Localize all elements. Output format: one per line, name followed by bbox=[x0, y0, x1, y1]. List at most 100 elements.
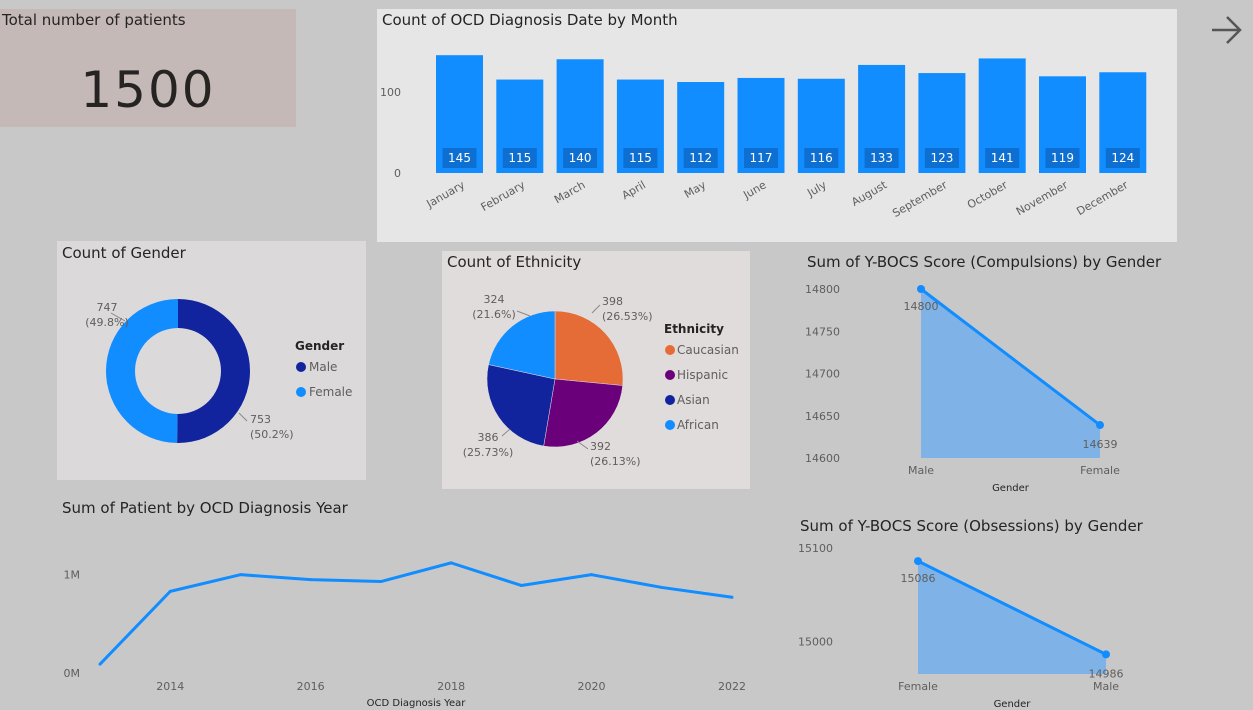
slice-pct-label: (26.13%) bbox=[590, 455, 641, 468]
monthly-bar-chart: 0 100 145 January 115 February 140 March 115 Apri… bbox=[380, 55, 1147, 220]
data-point bbox=[730, 595, 734, 599]
y-tick-label: 0M bbox=[64, 667, 81, 680]
compulsions-area-chart: 14800 14750 14700 14650 14600 14800 Male 14639 F… bbox=[805, 283, 1120, 494]
x-tick-label: October bbox=[965, 178, 1010, 212]
bar-data-label: 115 bbox=[508, 151, 531, 165]
x-tick-label: September bbox=[890, 178, 950, 220]
bar-data-label: 124 bbox=[1111, 151, 1134, 165]
x-tick-label: 2022 bbox=[718, 680, 746, 693]
slice-count-label: 386 bbox=[478, 431, 499, 444]
area-line bbox=[917, 559, 1107, 656]
y-tick-label: 1M bbox=[64, 569, 81, 582]
pie-slice-asian bbox=[486, 364, 556, 447]
legend-label: Female bbox=[309, 385, 352, 399]
x-tick-label: March bbox=[552, 178, 588, 206]
obsessions-chart-title: Sum of Y-BOCS Score (Obsessions) by Gend… bbox=[800, 517, 1143, 535]
bar-data-label: 140 bbox=[569, 151, 592, 165]
data-label-bg bbox=[744, 148, 778, 168]
legend-title: Ethnicity bbox=[664, 322, 724, 336]
leader-line bbox=[516, 310, 531, 317]
y-tick-label: 14800 bbox=[805, 283, 840, 296]
data-label: 14800 bbox=[904, 300, 939, 313]
data-point-male bbox=[917, 285, 925, 293]
leader-line bbox=[591, 304, 601, 314]
data-point bbox=[449, 561, 453, 565]
slice-pct-label: (25.73%) bbox=[463, 446, 514, 459]
y-tick-label: 15100 bbox=[798, 542, 833, 555]
x-tick-label: Male bbox=[1093, 680, 1119, 693]
legend-marker-african bbox=[665, 420, 675, 430]
legend-label: Hispanic bbox=[677, 368, 728, 382]
data-point bbox=[309, 578, 313, 582]
data-label-bg bbox=[924, 148, 959, 168]
x-tick-label: January bbox=[424, 178, 468, 211]
data-label-bg bbox=[864, 148, 899, 168]
x-tick-label: May bbox=[682, 178, 709, 201]
slice-count-label: 392 bbox=[590, 440, 611, 453]
slice-pct-label: (26.53%) bbox=[602, 310, 653, 323]
data-label-bg bbox=[442, 148, 477, 168]
data-label-bg bbox=[1105, 148, 1140, 168]
compulsions-chart-title: Sum of Y-BOCS Score (Compulsions) by Gen… bbox=[807, 253, 1162, 271]
area-fill bbox=[918, 561, 1106, 674]
data-point-female bbox=[1096, 421, 1104, 430]
y-tick-label: 14750 bbox=[805, 325, 840, 338]
data-label-bg bbox=[804, 148, 839, 168]
x-tick-label: 2020 bbox=[578, 680, 606, 693]
leader-line bbox=[238, 412, 248, 422]
bar-data-label: 141 bbox=[991, 151, 1014, 165]
data-label: 15086 bbox=[901, 572, 936, 585]
data-label: 14639 bbox=[1083, 438, 1118, 451]
y-tick-label: 0 bbox=[394, 167, 401, 180]
arrow-right-icon[interactable] bbox=[1208, 12, 1244, 48]
legend-label: Asian bbox=[677, 393, 710, 407]
slice-count-label: 747 bbox=[97, 301, 118, 314]
data-point bbox=[238, 573, 242, 577]
ethnicity-chart-title: Count of Ethnicity bbox=[447, 253, 582, 271]
yearly-line-chart: 0M 1M 2014 2016 2018 2020 2022 OCD Diagnosis Ye… bbox=[64, 561, 746, 709]
slice-count-label: 753 bbox=[250, 413, 271, 426]
monthly-chart-title: Count of OCD Diagnosis Date by Month bbox=[382, 11, 678, 29]
legend-marker-male bbox=[296, 362, 306, 372]
x-tick-label: 2018 bbox=[437, 680, 465, 693]
x-tick-label: 2014 bbox=[156, 680, 184, 693]
data-point bbox=[168, 589, 172, 593]
area-fill bbox=[921, 289, 1100, 458]
y-tick-label: 14600 bbox=[805, 452, 840, 465]
x-axis-title: Gender bbox=[992, 483, 1030, 494]
bar-data-label: 112 bbox=[689, 151, 712, 165]
pie-slice-african bbox=[488, 310, 556, 380]
data-label: 14986 bbox=[1089, 667, 1124, 680]
series-line bbox=[98, 561, 733, 666]
slice-pct-label: (49.8%) bbox=[85, 316, 129, 329]
area-line bbox=[920, 287, 1101, 427]
data-point bbox=[660, 585, 664, 589]
data-point bbox=[98, 662, 102, 666]
data-label-bg bbox=[563, 148, 598, 168]
bar-data-label: 115 bbox=[629, 151, 652, 165]
x-tick-label: December bbox=[1074, 178, 1130, 218]
slice-count-label: 324 bbox=[484, 293, 505, 306]
ethnicity-chart-card: Count of Ethnicity 398 (26.53%) 392 (26.13%… bbox=[442, 251, 750, 489]
leader-line bbox=[110, 312, 126, 322]
gender-chart-title: Count of Gender bbox=[62, 244, 186, 262]
x-tick-label: November bbox=[1014, 178, 1070, 218]
kpi-title: Total number of patients bbox=[2, 11, 186, 29]
x-tick-label: Male bbox=[908, 464, 934, 477]
bar-data-label: 123 bbox=[930, 151, 953, 165]
data-label-bg bbox=[683, 148, 718, 168]
x-tick-label: August bbox=[849, 178, 889, 209]
monthly-diagnosis-chart-card: Count of OCD Diagnosis Date by Month 0 10… bbox=[377, 9, 1177, 242]
bar-data-label: 145 bbox=[448, 151, 471, 165]
data-label-bg bbox=[985, 148, 1020, 168]
x-axis-title: OCD Diagnosis Year bbox=[367, 698, 467, 709]
data-label-bg bbox=[1045, 148, 1080, 168]
bar-data-label: 116 bbox=[810, 151, 833, 165]
legend-marker-female bbox=[296, 387, 306, 397]
kpi-card-total-patients: Total number of patients 1500 bbox=[0, 9, 296, 127]
data-label-bg bbox=[502, 148, 537, 168]
data-point-female bbox=[914, 557, 922, 566]
pie-slice-caucasian bbox=[554, 310, 624, 386]
data-point-male bbox=[1102, 650, 1110, 659]
